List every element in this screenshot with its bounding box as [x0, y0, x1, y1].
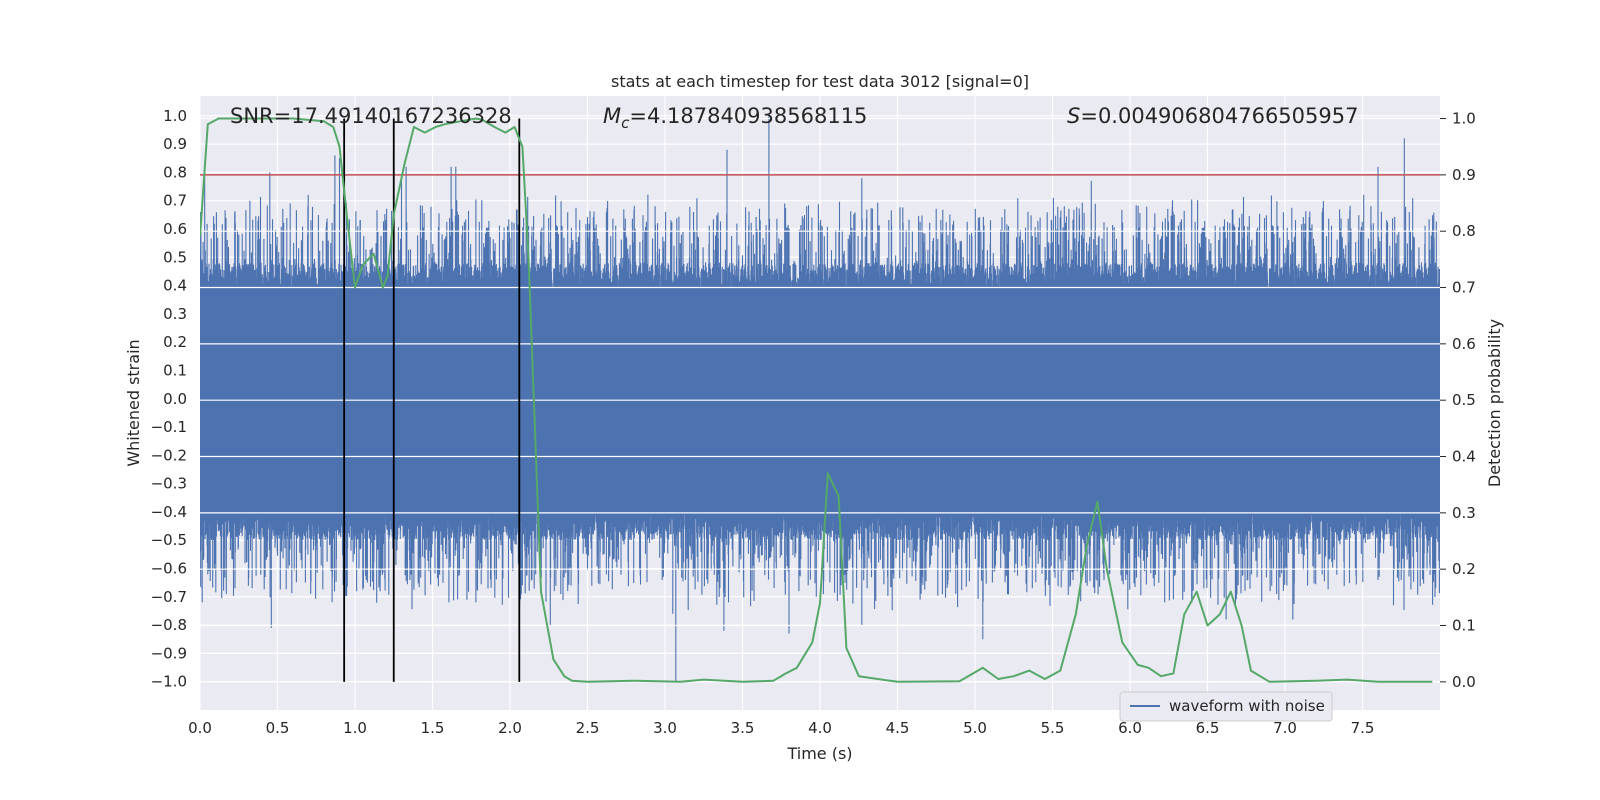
- y-tick-label: 0.5: [163, 248, 187, 266]
- y-tick-label: −0.4: [151, 503, 187, 521]
- x-tick-label: 0.0: [188, 719, 212, 737]
- x-tick-label: 5.0: [963, 719, 987, 737]
- x-ticks: 0.0 0.5 1.0 1.5 2.0 2.5 3.0 3.5 4.0 4.5 5.0 5.5 6.0 6…: [188, 719, 1374, 737]
- y-tick-label: 0.0: [163, 390, 187, 408]
- legend: waveform with noise: [1119, 691, 1333, 722]
- x-tick-label: 3.0: [653, 719, 677, 737]
- y-right-tick-label: 1.0: [1452, 110, 1476, 128]
- x-tick-label: 6.5: [1196, 719, 1220, 737]
- plot-area: [200, 115, 1440, 683]
- x-axis-label: Time (s): [786, 744, 852, 763]
- y-right-ticks: 1.0 0.9 0.8 0.7 0.6 0.5 0.4 0.3 0.2 0.1 0.0: [1440, 110, 1476, 691]
- y-tick-label: 0.1: [163, 361, 187, 379]
- y-tick-label: −0.7: [151, 588, 187, 606]
- legend-label: waveform with noise: [1169, 697, 1325, 715]
- y-right-tick-label: 0.8: [1452, 222, 1476, 240]
- y-tick-label: −0.6: [151, 560, 187, 578]
- y-tick-label: 1.0: [163, 107, 187, 125]
- chirp-mass-subscript: c: [621, 114, 630, 132]
- x-tick-label: 7.0: [1273, 719, 1297, 737]
- y-right-tick-label: 0.4: [1452, 448, 1476, 466]
- snr-annotation: SNR=17.49140167236328: [230, 104, 512, 128]
- y-tick-label: 0.2: [163, 333, 187, 351]
- y-tick-label: 0.6: [163, 220, 187, 238]
- y-right-tick-label: 0.3: [1452, 504, 1476, 522]
- y-right-tick-label: 0.1: [1452, 617, 1476, 635]
- waveform-band: [200, 291, 1440, 512]
- chart-title: stats at each timestep for test data 301…: [611, 72, 1029, 91]
- x-tick-label: 5.5: [1041, 719, 1065, 737]
- x-tick-label: 3.5: [731, 719, 755, 737]
- x-tick-label: 2.5: [576, 719, 600, 737]
- s-symbol: S: [1067, 104, 1080, 128]
- detection-probability-line: [200, 117, 1433, 683]
- x-tick-label: 1.5: [421, 719, 445, 737]
- legend-box: [1119, 691, 1333, 722]
- s-value: =0.004906804766505957: [1080, 104, 1358, 128]
- x-tick-label: 6.0: [1118, 719, 1142, 737]
- y-tick-label: −0.3: [151, 475, 187, 493]
- chirp-mass-value: =4.187840938568115: [629, 104, 867, 128]
- y-right-tick-label: 0.5: [1452, 391, 1476, 409]
- y-tick-label: −1.0: [151, 673, 187, 691]
- y-tick-label: 0.9: [163, 135, 187, 153]
- x-tick-label: 2.0: [498, 719, 522, 737]
- x-tick-label: 4.0: [808, 719, 832, 737]
- y-axis-label: Whitened strain: [124, 339, 143, 466]
- x-tick-label: 1.0: [343, 719, 367, 737]
- y-tick-label: −0.2: [151, 446, 187, 464]
- y-ticks: 1.0 0.9 0.8 0.7 0.6 0.5 0.4 0.3 0.2 0.1 0.0 −0.1 −0.…: [151, 107, 187, 691]
- waveform-series: [200, 115, 1440, 682]
- x-tick-label: 0.5: [266, 719, 290, 737]
- y-right-axis-label: Detection probability: [1485, 319, 1504, 487]
- x-tick-label: 4.5: [886, 719, 910, 737]
- y-right-tick-label: 0.7: [1452, 279, 1476, 297]
- y-right-tick-label: 0.0: [1452, 673, 1476, 691]
- y-tick-label: −0.5: [151, 531, 187, 549]
- y-tick-label: −0.1: [151, 418, 187, 436]
- y-tick-label: 0.3: [163, 305, 187, 323]
- y-right-tick-label: 0.6: [1452, 335, 1476, 353]
- chirp-mass-annotation: Mc=4.187840938568115: [603, 104, 867, 132]
- probability-series: [200, 117, 1433, 683]
- y-right-tick-label: 0.9: [1452, 166, 1476, 184]
- y-tick-label: −0.9: [151, 644, 187, 662]
- y-right-tick-label: 0.2: [1452, 560, 1476, 578]
- x-tick-label: 7.5: [1351, 719, 1375, 737]
- chirp-mass-symbol: M: [603, 104, 621, 128]
- s-annotation: S=0.004906804766505957: [1067, 104, 1358, 128]
- y-tick-label: 0.8: [163, 163, 187, 181]
- y-tick-label: 0.4: [163, 277, 187, 295]
- y-tick-label: 0.7: [163, 192, 187, 210]
- y-tick-label: −0.8: [151, 616, 187, 634]
